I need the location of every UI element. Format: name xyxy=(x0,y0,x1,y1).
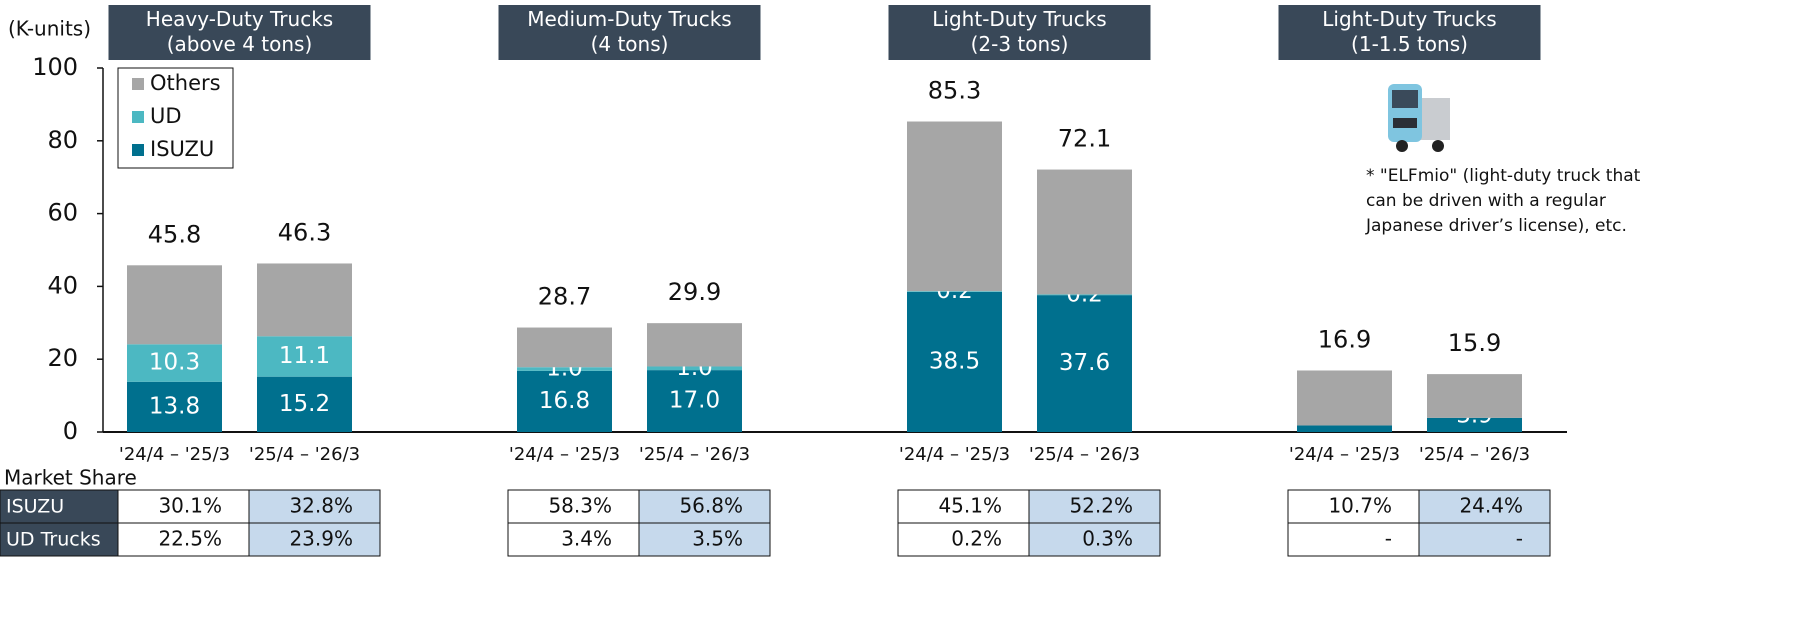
total-label: 29.9 xyxy=(668,278,721,306)
x-tick-label: '25/4 – '26/3 xyxy=(1029,444,1140,465)
legend-swatch xyxy=(132,144,144,156)
x-tick-label: '24/4 – '25/3 xyxy=(119,444,230,465)
cell-text: 3.5% xyxy=(692,527,743,551)
cell-text: 30.1% xyxy=(158,494,222,518)
annotation: Japanese driver’s license), etc. xyxy=(1365,216,1627,236)
table-title: Market Share xyxy=(4,466,137,490)
cell-text: 56.8% xyxy=(679,494,743,518)
bar-segment xyxy=(1037,170,1132,295)
total-label: 28.7 xyxy=(538,283,591,311)
table-cell xyxy=(1419,523,1550,556)
bar-segment xyxy=(127,265,222,344)
cell-text: 52.2% xyxy=(1069,494,1133,518)
cell-text: 22.5% xyxy=(158,527,222,551)
value-label: 13.8 xyxy=(149,393,200,419)
cell-text: 23.9% xyxy=(289,527,353,551)
y-tick-label: 0 xyxy=(63,417,78,445)
value-label: 11.1 xyxy=(279,343,330,369)
total-label: 15.9 xyxy=(1448,329,1501,357)
cell-text: - xyxy=(1516,527,1523,551)
y-tick-label: 40 xyxy=(47,271,78,299)
bar-segment xyxy=(257,263,352,336)
value-label: 17.0 xyxy=(669,388,720,414)
bar-segment xyxy=(647,323,742,366)
y-axis-label: (K-units) xyxy=(8,17,91,41)
total-label: 45.8 xyxy=(148,220,201,248)
total-label: 46.3 xyxy=(278,218,331,246)
legend-label: Others xyxy=(150,71,221,95)
value-label: 38.5 xyxy=(929,348,980,374)
x-tick-label: '24/4 – '25/3 xyxy=(509,444,620,465)
group-title: Heavy-Duty Trucks(above 4 tons) xyxy=(146,7,333,56)
row-header: UD Trucks xyxy=(6,529,101,551)
value-label: 10.3 xyxy=(149,350,200,376)
value-label: 16.8 xyxy=(539,388,590,414)
y-tick-label: 80 xyxy=(47,126,78,154)
table-cell xyxy=(1288,523,1419,556)
cell-text: 3.4% xyxy=(561,527,612,551)
cell-text: 0.3% xyxy=(1082,527,1133,551)
legend-label: UD xyxy=(150,104,182,128)
cell-text: 32.8% xyxy=(289,494,353,518)
bar-segment xyxy=(517,328,612,368)
annotation: can be driven with a regular xyxy=(1366,191,1606,211)
chart: (K-units) Market Share 0 20 40 60 80 100 Heavy… xyxy=(0,0,1798,639)
bar-segment xyxy=(1427,374,1522,418)
annotation: * "ELFmio" (light-duty truck that xyxy=(1366,166,1641,186)
x-tick-label: '25/4 – '26/3 xyxy=(639,444,750,465)
cell-text: 0.2% xyxy=(951,527,1002,551)
row-header: ISUZU xyxy=(6,496,64,518)
y-tick-label: 60 xyxy=(47,199,78,227)
total-label: 85.3 xyxy=(928,77,981,105)
x-tick-label: '24/4 – '25/3 xyxy=(899,444,1010,465)
y-tick-label: 100 xyxy=(32,53,78,81)
truck-icon xyxy=(1388,84,1450,152)
legend-swatch xyxy=(132,111,144,123)
cell-text: - xyxy=(1385,527,1392,551)
cell-text: 45.1% xyxy=(938,494,1002,518)
cell-text: 24.4% xyxy=(1459,494,1523,518)
value-label: 15.2 xyxy=(279,391,330,417)
value-label: 37.6 xyxy=(1059,350,1110,376)
legend-swatch xyxy=(132,78,144,90)
x-tick-label: '25/4 – '26/3 xyxy=(1419,444,1530,465)
bar-segment xyxy=(1297,370,1392,425)
total-label: 16.9 xyxy=(1318,325,1371,353)
x-tick-label: '25/4 – '26/3 xyxy=(249,444,360,465)
cell-text: 10.7% xyxy=(1328,494,1392,518)
legend-label: ISUZU xyxy=(150,137,214,161)
cell-text: 58.3% xyxy=(548,494,612,518)
x-tick-label: '24/4 – '25/3 xyxy=(1289,444,1400,465)
bar-segment xyxy=(907,122,1002,292)
y-tick-label: 20 xyxy=(47,344,78,372)
total-label: 72.1 xyxy=(1058,125,1111,153)
